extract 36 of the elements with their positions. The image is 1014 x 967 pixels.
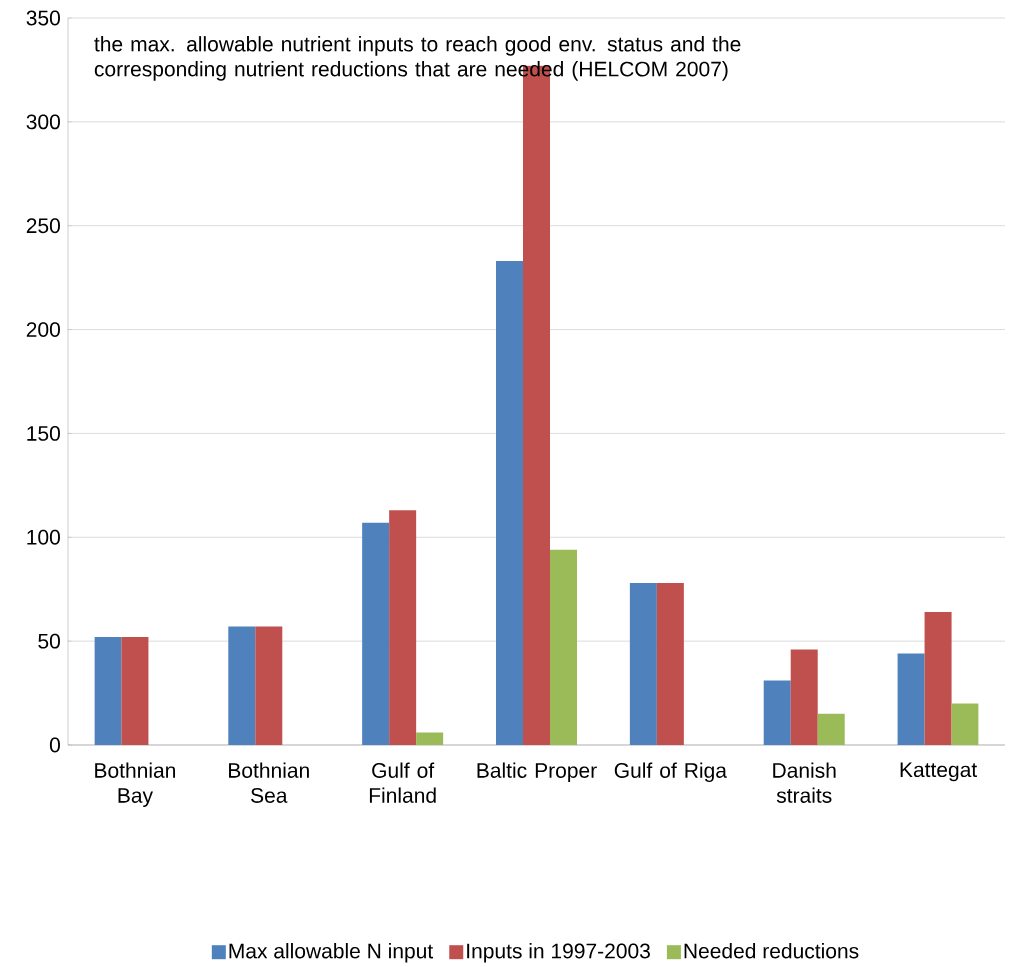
- bar: [897, 653, 925, 745]
- y-tick-label: 150: [27, 425, 60, 441]
- legend-label: Max allowable N input: [229, 943, 434, 963]
- bar: [763, 680, 791, 745]
- y-tick-label: 250: [26, 218, 60, 234]
- bar: [496, 261, 523, 745]
- y-tick-label: 300: [26, 114, 60, 130]
- x-tick-label: Kattegat: [900, 762, 978, 782]
- legend-label: Inputs in 1997-2003: [467, 943, 650, 963]
- y-tick-label: 50: [38, 633, 60, 649]
- annotation: the max. allowable nutrient inputs to reach good env. status and the corresponding nutrient reductions that are needed (HELCOM 2007): [94, 36, 741, 81]
- bar: [389, 510, 417, 745]
- bar: [94, 636, 122, 745]
- y-tick-label: 0: [49, 737, 60, 753]
- bar: [924, 612, 952, 745]
- x-tick-label: Baltic Proper: [477, 762, 597, 783]
- x-tick-label: Bothnian Sea: [229, 762, 309, 803]
- bar: [255, 626, 283, 745]
- y-tick-label: 200: [26, 322, 60, 337]
- bar: [790, 649, 818, 745]
- bar: [121, 636, 149, 745]
- bar: [550, 549, 577, 745]
- bar: [228, 626, 256, 745]
- y-tick-label: 100: [27, 529, 60, 545]
- bar: [817, 713, 845, 745]
- x-tick-label: Bothnian Bay: [95, 762, 176, 808]
- bar: [416, 732, 444, 745]
- bar: [629, 582, 657, 745]
- x-tick-label: Gulf of Finland: [369, 762, 436, 803]
- bar: [951, 703, 979, 745]
- y-tick-label: 350: [26, 10, 60, 26]
- bar: [656, 582, 684, 745]
- bar: [362, 522, 390, 745]
- x-tick-label: Gulf of Riga: [614, 762, 727, 783]
- legend-label: Needed reductions: [684, 943, 859, 959]
- x-tick-label: Danish straits: [773, 762, 836, 803]
